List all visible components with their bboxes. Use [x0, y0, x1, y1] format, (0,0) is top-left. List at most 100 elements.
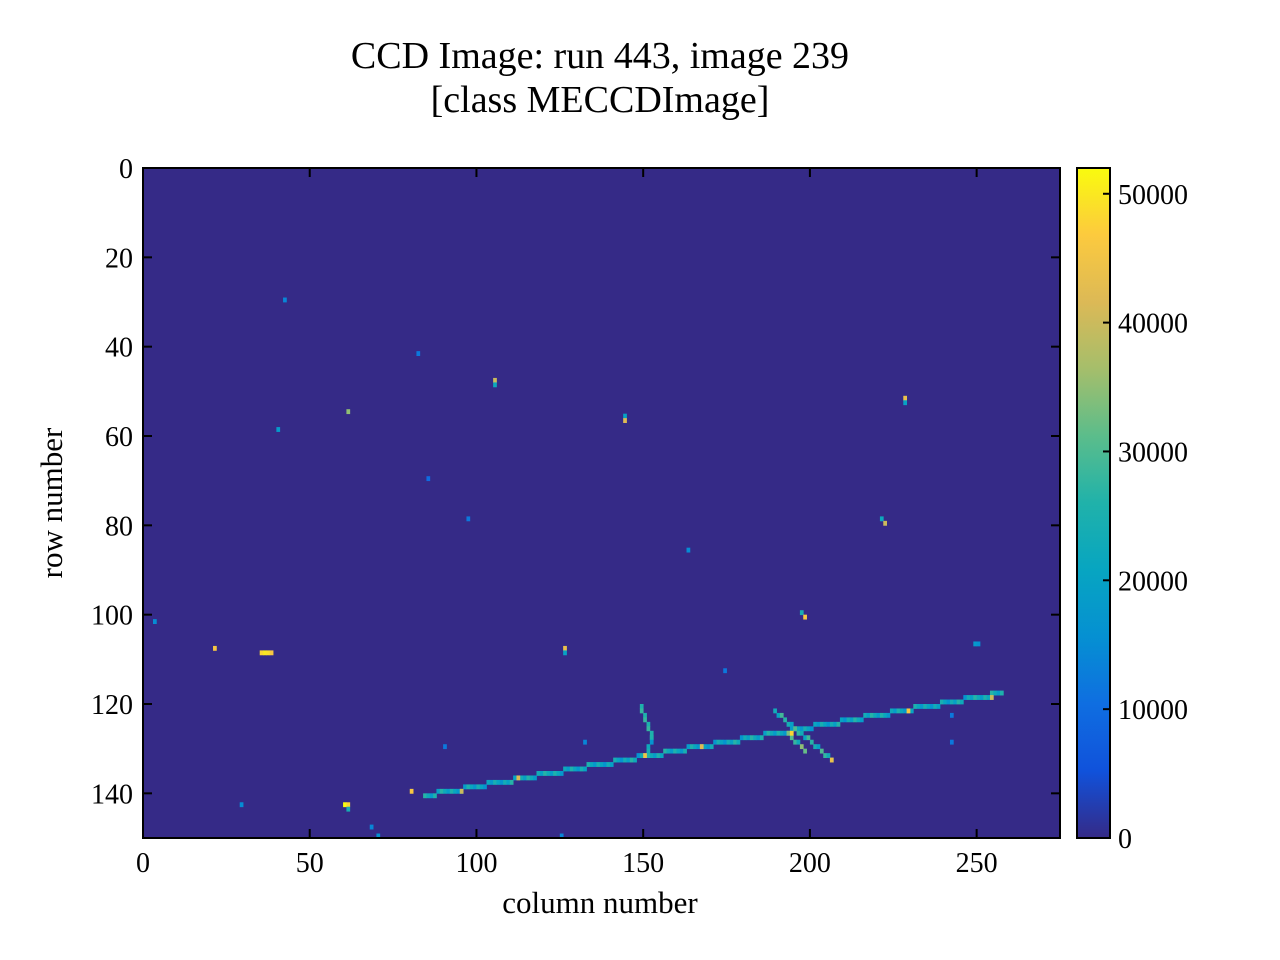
track-pixel	[803, 735, 807, 741]
track-pixel	[989, 690, 994, 696]
track-pixel	[639, 753, 644, 758]
track-pixel	[873, 712, 877, 718]
track-pixel	[446, 788, 451, 794]
track-pixel	[806, 726, 811, 732]
track-pixel	[909, 708, 914, 714]
track-pixel	[476, 784, 481, 790]
y-tick-label: 40	[105, 333, 133, 364]
track-bright-pixel	[789, 730, 794, 736]
track-pixel	[949, 699, 954, 705]
colorbar-tick-label: 10000	[1118, 695, 1188, 726]
hit-pixel	[803, 614, 807, 620]
track-pixel	[809, 726, 814, 732]
track-bright-pixel	[459, 788, 464, 794]
track-pixel	[896, 708, 901, 714]
colorbar-tick-label: 20000	[1118, 566, 1188, 597]
track-pixel	[816, 721, 821, 727]
track-pixel	[783, 717, 787, 723]
y-tick-label: 100	[91, 601, 133, 632]
track-pixel	[439, 788, 444, 794]
track-pixel	[669, 748, 674, 754]
track-pixel	[649, 730, 654, 736]
hit-pixel	[426, 476, 431, 482]
track-pixel	[703, 744, 707, 750]
track-pixel	[579, 766, 584, 772]
track-pixel	[556, 771, 561, 776]
track-pixel	[999, 690, 1004, 696]
colorbar-ticks: 0 10000 20000 30000 40000 50000	[1103, 180, 1188, 855]
track-pixel	[919, 704, 924, 709]
hit-pixel	[239, 802, 244, 808]
colorbar-fill	[1077, 168, 1110, 838]
y-tick-label: 80	[105, 511, 133, 542]
track-pixel	[706, 744, 711, 750]
track-pixel	[519, 775, 524, 781]
hit-pixel	[263, 650, 267, 656]
hit-pixel	[559, 833, 564, 838]
track-pixel	[583, 766, 587, 772]
hit-pixel	[686, 547, 691, 553]
x-axis-ticks: 0 50 100 150 200 250	[136, 168, 998, 879]
track-pixel	[479, 784, 484, 790]
track-pixel	[779, 712, 784, 718]
track-pixel	[529, 775, 534, 781]
track-pixel	[976, 695, 981, 700]
track-pixel	[599, 762, 604, 767]
track-pixel	[943, 699, 948, 705]
colorbar-tick-label: 30000	[1118, 437, 1188, 468]
track-pixel	[646, 726, 651, 732]
track-pixel	[623, 757, 627, 763]
track-pixel	[786, 730, 791, 736]
track-pixel	[773, 730, 777, 736]
y-tick-label: 140	[91, 779, 133, 810]
track-pixel	[676, 748, 681, 754]
y-tick-label: 60	[105, 422, 133, 453]
colorbar-tick-label: 50000	[1118, 180, 1188, 211]
track-pixel	[633, 757, 637, 763]
hit-pixel	[903, 395, 908, 401]
hit-pixel	[376, 833, 381, 838]
track-pixel	[776, 712, 781, 718]
track-pixel	[966, 695, 971, 700]
track-pixel	[836, 721, 841, 727]
track-pixel	[846, 717, 851, 723]
track-pixel	[649, 739, 654, 745]
hit-pixel	[623, 418, 627, 423]
track-pixel	[646, 753, 651, 758]
track-pixel	[586, 762, 591, 767]
track-pixel	[936, 704, 941, 709]
track-pixel	[503, 779, 507, 785]
track-pixel	[859, 717, 864, 723]
hit-pixel	[369, 824, 374, 830]
hit-pixel	[973, 641, 978, 647]
track-pixel	[819, 721, 824, 727]
track-pixel	[643, 717, 647, 723]
track-pixel	[549, 771, 554, 776]
y-axis-label: row number	[34, 427, 69, 578]
colorbar-tick-label: 40000	[1118, 309, 1188, 340]
track-pixel	[553, 771, 557, 776]
hit-pixel	[346, 806, 351, 812]
track-pixel	[603, 762, 607, 767]
track-pixel	[926, 704, 931, 709]
track-pixel	[453, 788, 457, 794]
track-pixel	[609, 762, 614, 767]
track-pixel	[713, 739, 717, 745]
chart-title-line-1: CCD Image: run 443, image 239	[350, 35, 850, 77]
track-pixel	[456, 788, 461, 794]
track-pixel	[776, 730, 781, 736]
track-pixel	[796, 739, 801, 745]
y-tick-label: 20	[105, 243, 133, 274]
track-pixel	[639, 708, 644, 714]
track-pixel	[869, 712, 874, 718]
track-pixel	[866, 712, 871, 718]
track-pixel	[729, 739, 734, 745]
track-pixel	[799, 726, 804, 732]
track-pixel	[793, 739, 797, 745]
track-pixel	[486, 779, 491, 785]
track-pixel	[843, 717, 847, 723]
track-pixel	[473, 784, 477, 790]
track-pixel	[929, 704, 934, 709]
track-pixel	[596, 762, 601, 767]
